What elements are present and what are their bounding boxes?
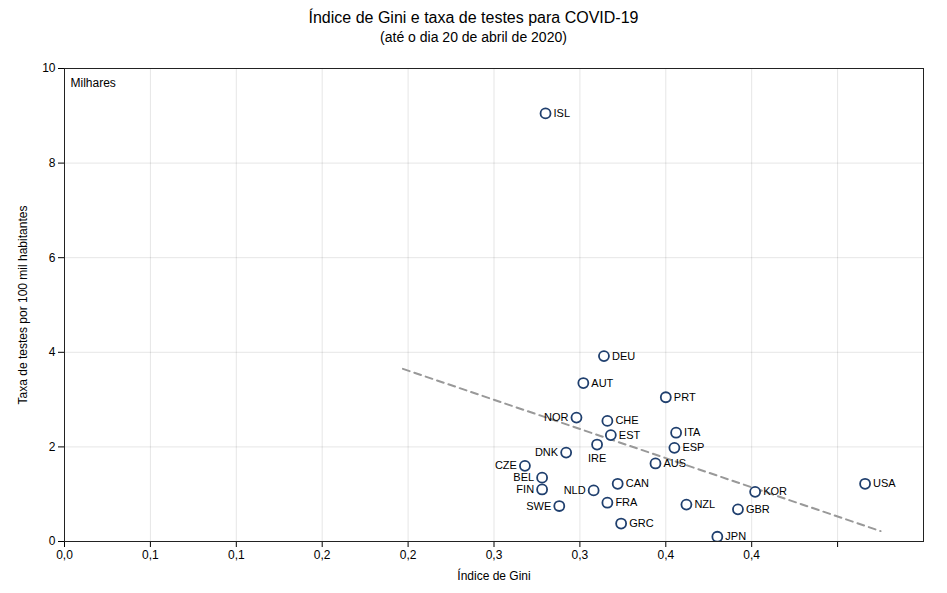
html-text:Índice de Gini e taxa de teste: Índice de Gini e taxa de testes para COV… [308,9,639,26]
svg-text:CAN: CAN [626,477,649,489]
svg-text:10: 10 [42,61,56,75]
svg-text:0,0: 0,0 [56,548,73,562]
svg-text:CHE: CHE [615,414,638,426]
svg-text:4: 4 [49,345,56,359]
svg-text:0,1: 0,1 [228,548,245,562]
svg-text:AUS: AUS [663,457,686,469]
svg-text:ITA: ITA [684,426,701,438]
svg-text:0,1: 0,1 [142,548,159,562]
svg-text:JPN: JPN [725,530,746,542]
svg-text:GBR: GBR [746,503,770,515]
svg-text:DEU: DEU [612,350,635,362]
svg-text:NZL: NZL [694,498,715,510]
html-text:(até o dia 20 de abril de 2020: (até o dia 20 de abril de 2020) [380,29,567,45]
svg-text:ESP: ESP [682,441,704,453]
svg-text:0,3: 0,3 [486,548,503,562]
svg-text:KOR: KOR [763,485,787,497]
svg-text:BEL: BEL [513,471,534,483]
svg-text:DNK: DNK [535,446,559,458]
svg-text:FRA: FRA [615,496,638,508]
svg-text:NLD: NLD [564,484,586,496]
svg-text:AUT: AUT [591,377,613,389]
svg-text:NOR: NOR [544,411,569,423]
svg-text:ISL: ISL [554,107,571,119]
svg-text:0,2: 0,2 [400,548,417,562]
svg-text:USA: USA [873,477,896,489]
svg-text:0,3: 0,3 [572,548,589,562]
svg-text:FIN: FIN [516,483,534,495]
svg-text:0,4: 0,4 [657,548,674,562]
svg-text:0,4: 0,4 [743,548,760,562]
svg-text:6: 6 [49,251,56,265]
svg-text:GRC: GRC [629,517,654,529]
svg-text:IRE: IRE [588,452,606,464]
svg-text:8: 8 [49,156,56,170]
svg-text:2: 2 [49,440,56,454]
svg-text:CZE: CZE [495,459,517,471]
svg-text:Índice de Gini: Índice de Gini [457,568,530,583]
svg-text:0: 0 [49,534,56,548]
svg-text:SWE: SWE [526,500,551,512]
svg-text:0,2: 0,2 [314,548,331,562]
svg-text:PRT: PRT [674,391,696,403]
svg-text:Taxa de testes por 100 mil hab: Taxa de testes por 100 mil habitantes [16,206,30,405]
svg-text:Milhares: Milhares [71,76,116,90]
svg-text:EST: EST [619,429,641,441]
